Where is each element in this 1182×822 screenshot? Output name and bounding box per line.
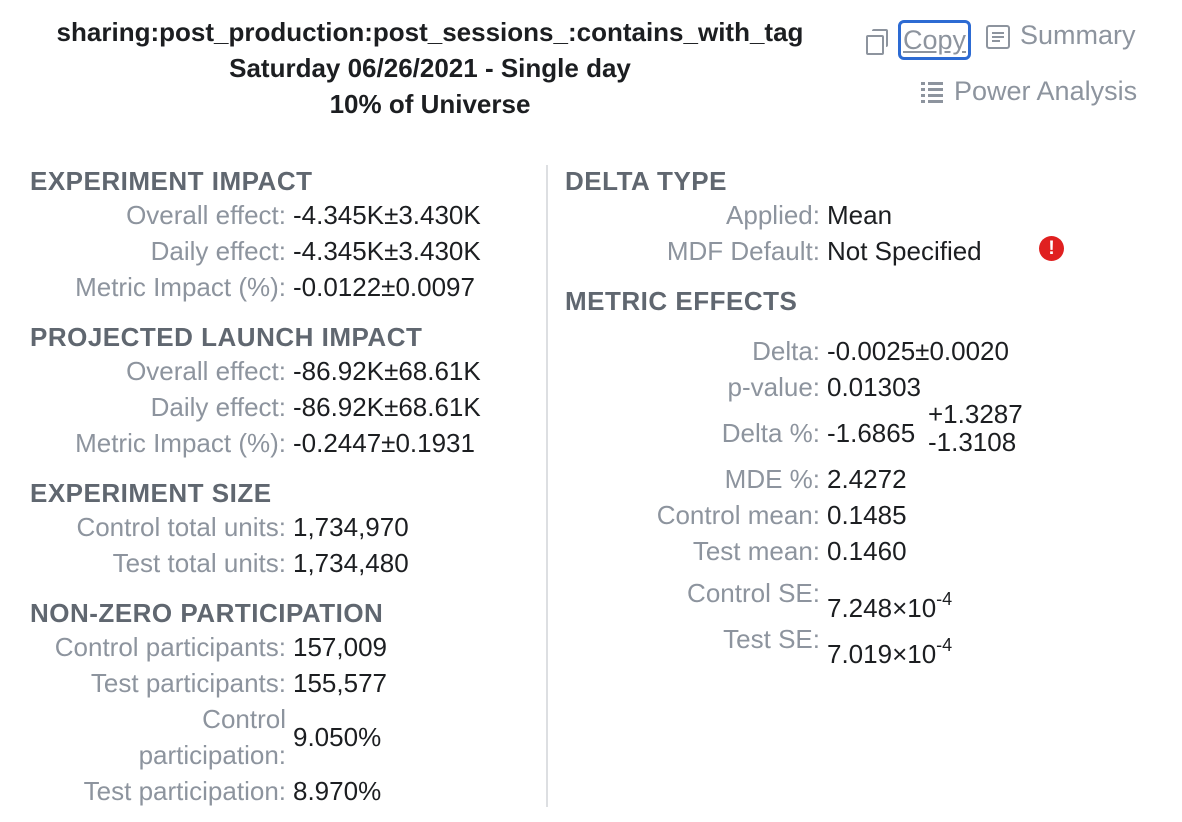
stat-value: -0.0122±0.0097 bbox=[293, 272, 475, 302]
header: sharing:post_production:post_sessions_:c… bbox=[30, 14, 830, 122]
stat-label: Control mean: bbox=[656, 500, 820, 530]
stat-row: Control participation: 9.050% bbox=[0, 701, 1182, 773]
summary-button[interactable]: Summary bbox=[986, 20, 1136, 51]
stat-label: Control total units: bbox=[76, 512, 286, 542]
warning-icon[interactable]: ! bbox=[1039, 236, 1064, 261]
stat-value: 0.1460 bbox=[827, 536, 907, 566]
stat-value: -4.345K±3.430K bbox=[293, 200, 481, 230]
stat-value: 1,734,970 bbox=[293, 512, 409, 542]
power-analysis-button[interactable]: Power Analysis bbox=[920, 76, 1137, 107]
universe-size: 10% of Universe bbox=[329, 89, 531, 119]
stat-label: Test total units: bbox=[112, 548, 286, 578]
stat-value: 0.1485 bbox=[827, 500, 907, 530]
confidence-interval: +1.3287 -1.3108 bbox=[928, 400, 1023, 456]
copy-icon bbox=[864, 28, 888, 55]
stat-value: -0.0025±0.0020 bbox=[827, 336, 1009, 366]
ci-upper: +1.3287 bbox=[928, 399, 1023, 429]
stat-label: Control SE: bbox=[687, 578, 820, 608]
stat-label: Control bbox=[202, 704, 286, 734]
projected-launch-impact-title: PROJECTED LAUNCH IMPACT bbox=[30, 322, 423, 352]
stat-label: Overall effect: bbox=[126, 356, 286, 386]
stat-value: 8.970% bbox=[293, 776, 382, 806]
se-mantissa: 7.248×10 bbox=[827, 593, 937, 623]
stat-label: Overall effect: bbox=[126, 200, 286, 230]
stat-label: Test mean: bbox=[692, 536, 820, 566]
stat-value: 7.248×10-4 bbox=[827, 581, 952, 626]
stat-value: Mean bbox=[827, 200, 893, 230]
stat-value: 157,009 bbox=[293, 632, 387, 662]
stat-value: 9.050% bbox=[293, 722, 382, 752]
stat-label: MDE %: bbox=[724, 464, 820, 494]
stat-label: Test SE: bbox=[723, 624, 820, 654]
stat-value: 0.01303 bbox=[827, 372, 921, 402]
stat-value: -86.92K±68.61K bbox=[293, 392, 481, 422]
stat-value: 1,734,480 bbox=[293, 548, 409, 578]
stat-label: Metric Impact (%): bbox=[75, 272, 286, 302]
stat-label: Metric Impact (%): bbox=[75, 428, 286, 458]
stat-value: 2.4272 bbox=[827, 464, 907, 494]
list-icon bbox=[920, 80, 944, 104]
metric-effects-title: METRIC EFFECTS bbox=[565, 286, 798, 316]
stat-label: Test participation: bbox=[83, 776, 286, 806]
stat-value: -1.6865 bbox=[827, 418, 916, 448]
stat-label: p-value: bbox=[727, 372, 821, 402]
date-range: Saturday 06/26/2021 - Single day bbox=[229, 53, 631, 83]
delta-type-title: DELTA TYPE bbox=[565, 166, 727, 196]
stat-value: 7.019×10-4 bbox=[827, 627, 952, 672]
stat-label: MDF Default: bbox=[666, 236, 820, 266]
summary-label: Summary bbox=[1020, 20, 1136, 50]
stat-label: Daily effect: bbox=[150, 392, 286, 422]
stat-value: Not Specified bbox=[827, 236, 982, 266]
se-exponent: -4 bbox=[936, 635, 953, 655]
stat-label: Daily effect: bbox=[150, 236, 286, 266]
copy-button[interactable]: Copy bbox=[898, 20, 972, 60]
stat-label: participation: bbox=[138, 740, 286, 770]
stat-value: -0.2447±0.1931 bbox=[293, 428, 475, 458]
document-icon bbox=[986, 24, 1010, 49]
stat-value: -4.345K±3.430K bbox=[293, 236, 481, 266]
stat-label: Test participants: bbox=[90, 668, 286, 698]
experiment-size-title: EXPERIMENT SIZE bbox=[30, 478, 272, 508]
power-analysis-label: Power Analysis bbox=[954, 76, 1138, 106]
stat-label: Control participants: bbox=[54, 632, 286, 662]
se-exponent: -4 bbox=[936, 589, 953, 609]
stat-label: Delta %: bbox=[721, 418, 820, 448]
non-zero-participation-title: NON-ZERO PARTICIPATION bbox=[30, 598, 384, 628]
column-divider bbox=[546, 165, 548, 807]
copy-action[interactable]: Copy bbox=[864, 20, 972, 60]
stat-value: 155,577 bbox=[293, 668, 387, 698]
se-mantissa: 7.019×10 bbox=[827, 639, 937, 669]
stat-value: -86.92K±68.61K bbox=[293, 356, 481, 386]
experiment-impact-title: EXPERIMENT IMPACT bbox=[30, 166, 313, 196]
stat-label: Applied: bbox=[726, 200, 820, 230]
ci-lower: -1.3108 bbox=[928, 427, 1017, 457]
metric-title: sharing:post_production:post_sessions_:c… bbox=[56, 17, 804, 47]
stat-label: Delta: bbox=[752, 336, 820, 366]
